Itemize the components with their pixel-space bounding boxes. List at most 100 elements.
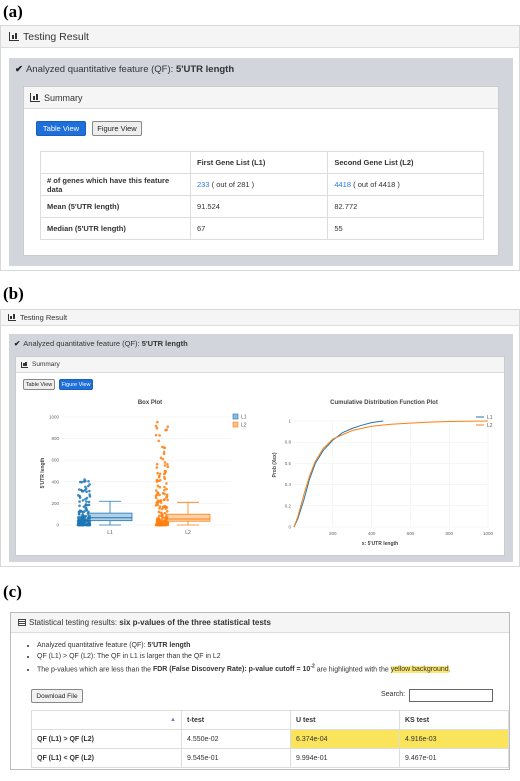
row-label: QF (L1) < QF (L2) xyxy=(31,748,182,768)
data-point xyxy=(76,519,80,523)
box-L2 xyxy=(165,513,211,522)
figure-view-button[interactable]: Figure View xyxy=(92,121,142,136)
data-point xyxy=(158,479,162,482)
y-tick-label: 1000 xyxy=(49,415,60,420)
box-L1 xyxy=(87,512,133,522)
highlight-text: yellow background xyxy=(390,666,449,674)
box-plot: Box Plot 5'UTR length 0 200 400 600 800 1000 L… xyxy=(40,400,247,536)
data-point xyxy=(78,496,82,499)
fdr-exponent: -2 xyxy=(310,664,315,670)
data-point xyxy=(163,488,166,492)
table-view-button[interactable]: Table View xyxy=(36,121,86,136)
data-point xyxy=(87,500,91,504)
note-text: Analyzed quantitative feature (QF): xyxy=(37,642,146,649)
data-point xyxy=(87,503,91,507)
data-point xyxy=(160,507,164,511)
data-point xyxy=(163,516,166,520)
data-point xyxy=(84,485,87,489)
data-point xyxy=(76,523,80,527)
data-point xyxy=(155,426,159,430)
data-point xyxy=(166,509,169,513)
data-point xyxy=(79,515,82,519)
y-tick-label: 0.8 xyxy=(285,440,292,445)
bar-chart-icon xyxy=(8,314,16,321)
feature-box: ✔ Analyzed quantitative feature (QF): 5'… xyxy=(9,334,513,562)
col-header-u-test[interactable]: U test xyxy=(290,710,400,730)
data-point xyxy=(165,493,169,496)
data-point xyxy=(88,489,91,493)
data-point xyxy=(159,511,163,515)
data-point xyxy=(158,472,162,476)
data-point xyxy=(80,523,83,527)
data-point xyxy=(156,499,160,502)
l2-count-total: ( out of 4418 ) xyxy=(353,180,400,189)
data-point xyxy=(85,518,88,521)
table-row: Median (5'UTR length) 67 55 xyxy=(40,217,484,240)
data-point xyxy=(166,465,170,469)
summary-table: First Gene List (L1) Second Gene List (L… xyxy=(40,151,484,240)
summary-card: Summary Table View Figure View Box Plot … xyxy=(15,356,505,556)
l2-value: 55 xyxy=(327,217,484,240)
feature-prefix: Analyzed quantitative feature (QF): xyxy=(25,63,174,75)
download-file-button[interactable]: Download File xyxy=(31,689,83,703)
cdf-plot-xlabel: x: 5'UTR length xyxy=(362,541,398,547)
data-point xyxy=(87,484,90,488)
data-point xyxy=(163,464,167,467)
feature-name: 5'UTR length xyxy=(175,63,235,75)
card-header: Statistical testing results: six p-value… xyxy=(11,613,509,633)
t-test-value: 9.545e-01 xyxy=(181,748,291,768)
panel-label-b: (b) xyxy=(3,284,24,303)
data-point xyxy=(84,520,88,523)
table-row: QF (L1) > QF (L2) 4.550e-02 6.374e-04 4.… xyxy=(31,729,509,749)
check-icon: ✔ xyxy=(14,338,21,348)
col-header-ks-test[interactable]: KS test xyxy=(399,710,509,730)
data-point xyxy=(83,517,86,520)
data-point xyxy=(162,450,166,454)
box-plot-title: Box Plot xyxy=(138,400,162,406)
card-header: Testing Result xyxy=(1,26,519,48)
data-point xyxy=(162,452,166,456)
l2-count-link[interactable]: 4418 xyxy=(334,180,352,189)
feature-prefix: Analyzed quantitative feature (QF): xyxy=(23,338,140,348)
col-header-l2: Second Gene List (L2) xyxy=(327,151,484,174)
data-point xyxy=(82,505,86,508)
l1-count-link[interactable]: 233 xyxy=(197,180,210,189)
data-point xyxy=(163,446,166,450)
results-header-prefix: Statistical testing results: xyxy=(29,618,118,627)
x-tick-label: L1 xyxy=(107,530,113,536)
data-point xyxy=(77,512,81,516)
y-tick-label: 200 xyxy=(51,501,59,506)
bar-chart-icon xyxy=(21,361,28,368)
data-point xyxy=(78,509,82,513)
data-point xyxy=(165,428,169,431)
data-point xyxy=(163,523,167,526)
row-label: Median (5'UTR length) xyxy=(40,217,191,240)
data-point xyxy=(163,477,167,481)
data-point xyxy=(88,522,92,525)
data-point xyxy=(80,480,84,484)
data-point xyxy=(80,489,84,493)
sort-icon[interactable]: ▲ xyxy=(31,710,182,730)
x-tick-label: 1000 xyxy=(483,531,494,536)
feature-header: ✔ Analyzed quantitative feature (QF): 5'… xyxy=(9,334,513,352)
data-point xyxy=(87,479,90,483)
feature-name: 5'UTR length xyxy=(141,338,188,348)
data-point xyxy=(165,521,169,525)
y-tick-label: 0 xyxy=(288,525,291,530)
table-view-button[interactable]: Table View xyxy=(23,379,55,390)
figure-view-button[interactable]: Figure View xyxy=(59,379,93,390)
data-point xyxy=(165,482,168,485)
data-point xyxy=(161,445,164,449)
list-item: Analyzed quantitative feature (QF): 5'UT… xyxy=(37,640,451,651)
data-point xyxy=(158,474,161,478)
bar-chart-icon xyxy=(30,93,40,102)
data-point xyxy=(81,511,84,514)
col-header-t-test[interactable]: t-test xyxy=(181,710,291,730)
data-point xyxy=(156,501,159,505)
data-point xyxy=(154,494,158,498)
data-point xyxy=(162,519,166,523)
x-tick-label: 200 xyxy=(329,531,337,536)
list-icon xyxy=(18,619,26,626)
search-input[interactable] xyxy=(409,689,493,702)
table-header-row: First Gene List (L1) Second Gene List (L… xyxy=(40,151,484,174)
